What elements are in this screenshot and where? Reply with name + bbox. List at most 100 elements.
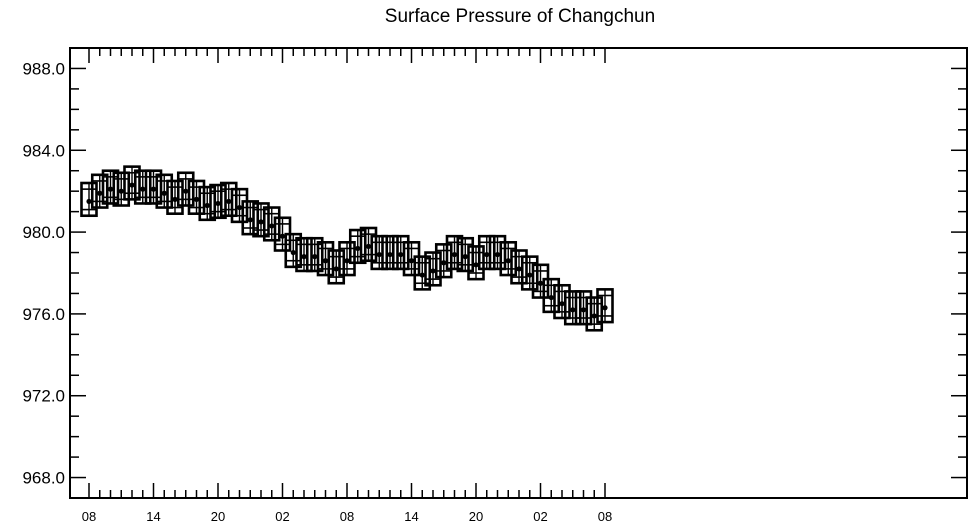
x-tick-label: 08: [340, 509, 354, 524]
box-mark: [305, 236, 324, 273]
y-tick-label: 984.0: [22, 141, 65, 160]
box-median: [161, 190, 167, 196]
box-median: [591, 313, 597, 319]
x-tick-label: 14: [404, 509, 418, 524]
box-median: [118, 188, 124, 194]
chart-title: Surface Pressure of Changchun: [385, 6, 655, 27]
box-mark: [434, 243, 453, 279]
box-median: [86, 198, 92, 205]
y-tick-label: 968.0: [22, 469, 65, 488]
box-mark: [241, 200, 260, 236]
box-median: [344, 258, 350, 264]
box-median: [527, 272, 533, 278]
box-mark: [80, 181, 98, 218]
box-mark: [90, 173, 109, 209]
x-tick-label: 08: [598, 509, 612, 524]
y-tick-label: 972.0: [22, 387, 65, 406]
box-mark: [284, 232, 303, 269]
box-median: [548, 294, 554, 301]
box-median: [269, 223, 275, 229]
box-mark: [542, 277, 561, 314]
box-mark: [402, 241, 421, 277]
box-median: [107, 186, 114, 192]
x-tick-label: 02: [275, 509, 289, 524]
box-mark: [520, 255, 539, 291]
box-median: [172, 196, 178, 202]
box-mark: [477, 234, 496, 271]
box-median: [580, 307, 587, 313]
box-mark: [596, 288, 614, 324]
box-median: [494, 251, 501, 258]
box-mark: [348, 228, 367, 265]
box-median: [462, 254, 468, 260]
box-median: [398, 251, 404, 258]
box-mark: [370, 234, 389, 271]
box-median: [419, 272, 425, 278]
box-median: [602, 305, 608, 311]
box-median: [430, 268, 436, 274]
box-mark: [316, 241, 335, 277]
box-median: [193, 196, 200, 202]
box-mark: [327, 249, 346, 285]
box-mark: [553, 283, 571, 320]
box-mark: [424, 251, 442, 287]
box-median: [376, 251, 382, 258]
box-median: [183, 188, 189, 194]
box-mark: [359, 226, 378, 263]
box-mark: [123, 165, 141, 201]
box-median: [408, 258, 415, 264]
box-mark: [198, 185, 217, 222]
box-median: [451, 251, 458, 258]
box-mark: [252, 202, 270, 238]
box-median: [365, 243, 372, 250]
box-median: [290, 249, 296, 256]
box-mark: [209, 183, 227, 220]
y-tick-label: 980.0: [22, 223, 65, 242]
box-median: [322, 258, 329, 264]
box-median: [215, 200, 221, 207]
box-median: [97, 190, 103, 196]
box-median: [484, 251, 490, 258]
box-mark: [155, 173, 174, 209]
box-median: [279, 233, 286, 239]
box-median: [236, 204, 243, 211]
box-series: [80, 165, 614, 332]
box-median: [387, 251, 393, 258]
x-tick-label: 14: [146, 509, 160, 524]
box-median: [505, 258, 511, 264]
box-median: [355, 245, 361, 252]
box-mark: [585, 296, 604, 332]
box-median: [333, 266, 339, 272]
box-mark: [413, 255, 432, 291]
box-mark: [456, 236, 475, 273]
y-tick-label: 976.0: [22, 305, 65, 324]
box-median: [441, 260, 447, 266]
box-median: [140, 186, 146, 192]
box-mark: [574, 290, 593, 326]
box-median: [204, 202, 210, 209]
box-mark: [338, 241, 356, 277]
x-tick-label: 20: [469, 509, 483, 524]
box-mark: [101, 169, 120, 205]
box-mark: [166, 179, 184, 215]
y-tick-label: 988.0: [22, 59, 65, 78]
box-median: [226, 198, 232, 205]
box-median: [247, 217, 253, 223]
box-mark: [531, 263, 550, 299]
box-mark: [445, 234, 464, 271]
box-median: [150, 186, 157, 192]
box-mark: [499, 241, 518, 277]
y-axis: 988.0 984.0 980.0 976.0 972.0 968.0: [22, 47, 967, 499]
box-median: [537, 280, 544, 286]
box-median: [258, 219, 264, 225]
box-median: [559, 301, 565, 307]
box-median: [301, 254, 307, 260]
box-mark: [381, 234, 399, 271]
box-mark: [488, 234, 507, 271]
x-tick-label: 08: [82, 509, 96, 524]
x-tick-label: 02: [533, 509, 547, 524]
box-median: [570, 307, 576, 313]
box-mark: [176, 171, 195, 207]
box-mark: [230, 187, 249, 224]
